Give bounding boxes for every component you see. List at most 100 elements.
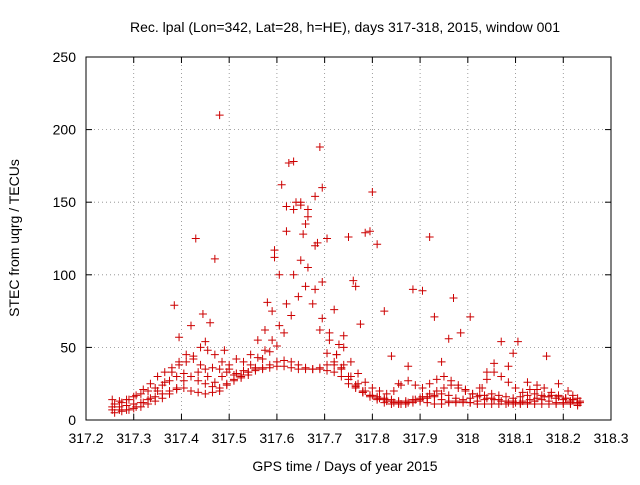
data-point	[568, 391, 577, 400]
data-point	[518, 397, 527, 406]
data-point	[187, 372, 195, 381]
data-point	[349, 276, 358, 285]
grid-lines	[86, 57, 611, 420]
y-tick-label: 0	[68, 412, 76, 428]
data-point	[389, 386, 398, 395]
data-point	[268, 307, 277, 316]
data-point	[210, 254, 219, 263]
data-point	[361, 228, 370, 237]
data-point	[375, 394, 384, 403]
data-point	[289, 205, 298, 214]
data-point	[497, 372, 506, 381]
data-point	[354, 369, 363, 378]
data-point	[280, 328, 289, 337]
x-tick-label: 317.4	[164, 430, 199, 446]
data-point	[296, 256, 305, 265]
data-point	[167, 363, 176, 372]
data-point	[215, 111, 224, 120]
data-point	[246, 350, 255, 359]
data-point	[437, 400, 446, 409]
data-point	[175, 333, 184, 342]
data-point	[277, 180, 286, 189]
data-point	[504, 362, 513, 371]
data-point	[559, 398, 568, 407]
data-point	[136, 389, 145, 398]
data-point	[404, 398, 413, 407]
data-point	[361, 386, 370, 395]
data-point	[389, 398, 398, 407]
data-point	[346, 372, 355, 381]
data-point	[165, 376, 174, 385]
data-point	[337, 372, 346, 381]
data-point	[313, 238, 322, 247]
data-point	[533, 394, 542, 403]
data-point	[337, 365, 346, 374]
data-point	[542, 352, 551, 361]
data-point	[292, 198, 300, 207]
data-point	[387, 352, 396, 361]
data-point	[301, 219, 310, 228]
data-point	[160, 368, 169, 377]
data-point	[334, 340, 343, 349]
data-point	[397, 400, 405, 409]
data-point	[368, 391, 377, 400]
data-point	[425, 379, 434, 388]
data-point	[201, 337, 210, 346]
data-point	[315, 325, 324, 334]
data-point	[132, 402, 141, 411]
data-point	[198, 310, 207, 319]
data-point	[225, 365, 234, 374]
data-point	[282, 227, 291, 236]
data-point	[418, 384, 427, 393]
data-point	[151, 397, 160, 406]
data-point	[196, 343, 205, 352]
data-point	[194, 388, 203, 397]
data-point	[554, 391, 563, 400]
data-point	[203, 346, 212, 355]
data-point	[270, 246, 279, 255]
data-point	[444, 391, 453, 400]
x-axis-ticks: 317.2 317.3 317.4 317.5 317.6 317.7 317.8 317.9…	[68, 57, 629, 446]
data-point	[153, 386, 162, 395]
data-point	[518, 388, 527, 397]
data-point	[432, 386, 441, 395]
data-point	[504, 398, 513, 407]
data-point	[523, 378, 532, 387]
x-tick-label: 317.9	[403, 430, 438, 446]
data-point	[239, 357, 248, 366]
data-point	[540, 392, 549, 401]
data-point	[165, 389, 174, 398]
x-tick-label: 317.2	[68, 430, 103, 446]
data-point	[275, 270, 284, 279]
x-tick-label: 318	[456, 430, 480, 446]
y-axis-ticks: 0 50 100 150 200 250	[53, 49, 611, 428]
data-point	[210, 378, 219, 387]
data-point	[356, 320, 365, 329]
data-point	[315, 363, 324, 372]
data-point	[258, 355, 267, 364]
data-point	[339, 343, 348, 352]
data-point	[475, 391, 484, 400]
data-point	[511, 384, 520, 393]
data-point	[315, 143, 324, 152]
data-point	[439, 372, 448, 381]
data-point	[325, 336, 334, 345]
data-point	[365, 227, 374, 236]
data-point	[301, 365, 310, 374]
data-point	[404, 362, 413, 371]
data-point	[430, 312, 439, 321]
data-point	[497, 337, 506, 346]
data-point	[170, 301, 179, 310]
data-point	[179, 369, 188, 378]
data-point	[482, 394, 491, 403]
data-point	[206, 318, 215, 327]
data-point	[191, 234, 200, 243]
y-tick-label: 200	[53, 122, 77, 138]
data-point	[280, 362, 289, 371]
data-point	[282, 202, 291, 211]
data-point	[408, 285, 417, 294]
data-point	[153, 372, 162, 381]
x-axis-label: GPS time / Days of year 2015	[252, 458, 437, 474]
